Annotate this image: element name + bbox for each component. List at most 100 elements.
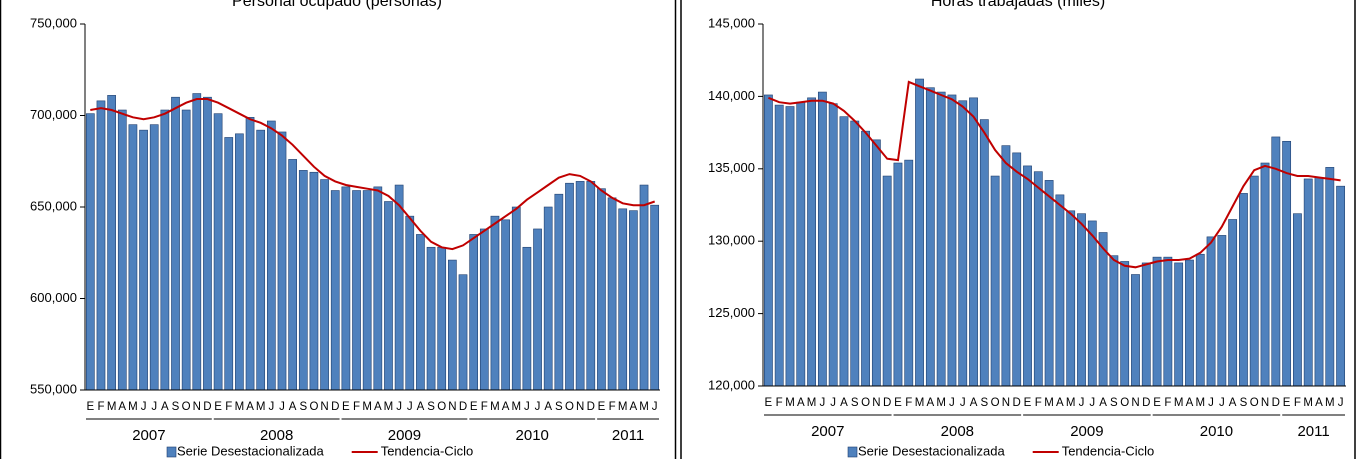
x-tick-label: J — [1079, 397, 1085, 409]
bar — [861, 130, 870, 387]
x-tick-label: M — [107, 401, 117, 413]
bar — [171, 96, 180, 391]
bar — [554, 193, 564, 391]
x-tick-label: M — [256, 401, 266, 413]
bar — [904, 159, 914, 387]
x-tick-label: A — [1229, 397, 1237, 409]
x-tick-label: A — [630, 401, 638, 413]
bar — [1077, 213, 1086, 387]
bar — [1217, 235, 1227, 387]
bar — [1271, 136, 1281, 387]
bar — [1109, 255, 1119, 387]
bar — [341, 186, 351, 391]
legend-swatch — [847, 446, 858, 458]
bar — [416, 234, 425, 391]
x-tick-label: N — [1002, 397, 1010, 409]
bar — [490, 215, 500, 391]
bar — [96, 100, 106, 391]
x-tick-label: A — [1099, 397, 1107, 409]
x-tick-label: M — [362, 401, 372, 413]
x-tick-label: A — [161, 401, 169, 413]
bar — [915, 78, 924, 387]
bar — [448, 259, 457, 391]
x-tick-label: N — [448, 401, 456, 413]
bar — [1249, 175, 1259, 387]
y-tick-label: 120,000 — [708, 377, 755, 392]
bar — [1336, 185, 1346, 387]
x-tick-label: N — [1261, 397, 1269, 409]
x-tick-label: A — [797, 397, 805, 409]
x-tick-label: A — [1315, 397, 1323, 409]
x-tick-label: J — [279, 401, 285, 413]
bar — [1206, 236, 1216, 387]
bar — [850, 120, 860, 387]
bar — [650, 204, 660, 391]
x-tick-label: A — [289, 401, 297, 413]
bar — [384, 201, 393, 391]
bar — [543, 206, 553, 391]
trend-line — [768, 80, 1341, 269]
bar — [1120, 261, 1130, 387]
y-tick-label: 550,000 — [30, 381, 77, 396]
year-label: 2009 — [388, 427, 421, 444]
x-tick-label: N — [320, 401, 328, 413]
x-tick-label: M — [1174, 397, 1184, 409]
bar — [1152, 256, 1162, 387]
bar — [807, 97, 816, 387]
legend-label: Tendencia-Ciclo — [381, 443, 474, 458]
x-tick-label: N — [193, 401, 201, 413]
x-tick-label: J — [1219, 397, 1225, 409]
bar — [796, 101, 806, 387]
x-tick-label: E — [470, 401, 478, 413]
bar — [522, 246, 532, 391]
x-tick-label: F — [1035, 397, 1042, 409]
bar — [1001, 145, 1011, 387]
x-tick-label: J — [396, 401, 402, 413]
bar — [1260, 162, 1270, 387]
x-tick-label: F — [1294, 397, 1301, 409]
bar — [607, 197, 617, 391]
bar — [882, 175, 892, 387]
bar — [1174, 262, 1184, 387]
x-tick-label: E — [1283, 397, 1291, 409]
bar — [597, 188, 606, 391]
panel-border — [680, 0, 1356, 459]
x-tick-label: M — [1195, 397, 1205, 409]
y-tick-label: 145,000 — [708, 15, 755, 30]
bar — [533, 228, 542, 391]
bar — [181, 109, 191, 391]
chart-title: Horas trabajadas (miles) — [931, 0, 1105, 10]
bar — [362, 190, 372, 391]
bar — [1314, 177, 1324, 387]
x-tick-label: E — [894, 397, 902, 409]
bar — [373, 186, 383, 391]
bar — [330, 190, 340, 391]
bar — [266, 120, 276, 391]
bar — [1303, 178, 1313, 387]
x-tick-label: A — [970, 397, 978, 409]
x-tick-label: J — [830, 397, 836, 409]
y-tick-label: 600,000 — [30, 290, 77, 305]
x-tick-label: J — [524, 401, 530, 413]
bar — [1098, 232, 1108, 387]
x-tick-label: M — [639, 401, 649, 413]
x-tick-label: J — [949, 397, 955, 409]
bar — [1293, 213, 1302, 387]
x-tick-label: O — [861, 397, 870, 409]
x-tick-label: J — [407, 401, 413, 413]
x-tick-label: J — [151, 401, 157, 413]
bar — [871, 139, 881, 387]
bar — [1087, 220, 1097, 387]
bar — [565, 182, 574, 391]
year-label: 2007 — [811, 423, 844, 440]
legend-swatch — [166, 446, 177, 458]
bar — [1325, 167, 1335, 387]
x-tick-label: M — [915, 397, 925, 409]
panel-border — [0, 0, 677, 459]
x-tick-label: S — [980, 397, 988, 409]
x-tick-label: O — [1250, 397, 1259, 409]
x-tick-label: D — [331, 401, 339, 413]
bar — [501, 219, 510, 391]
x-tick-label: J — [1338, 397, 1344, 409]
